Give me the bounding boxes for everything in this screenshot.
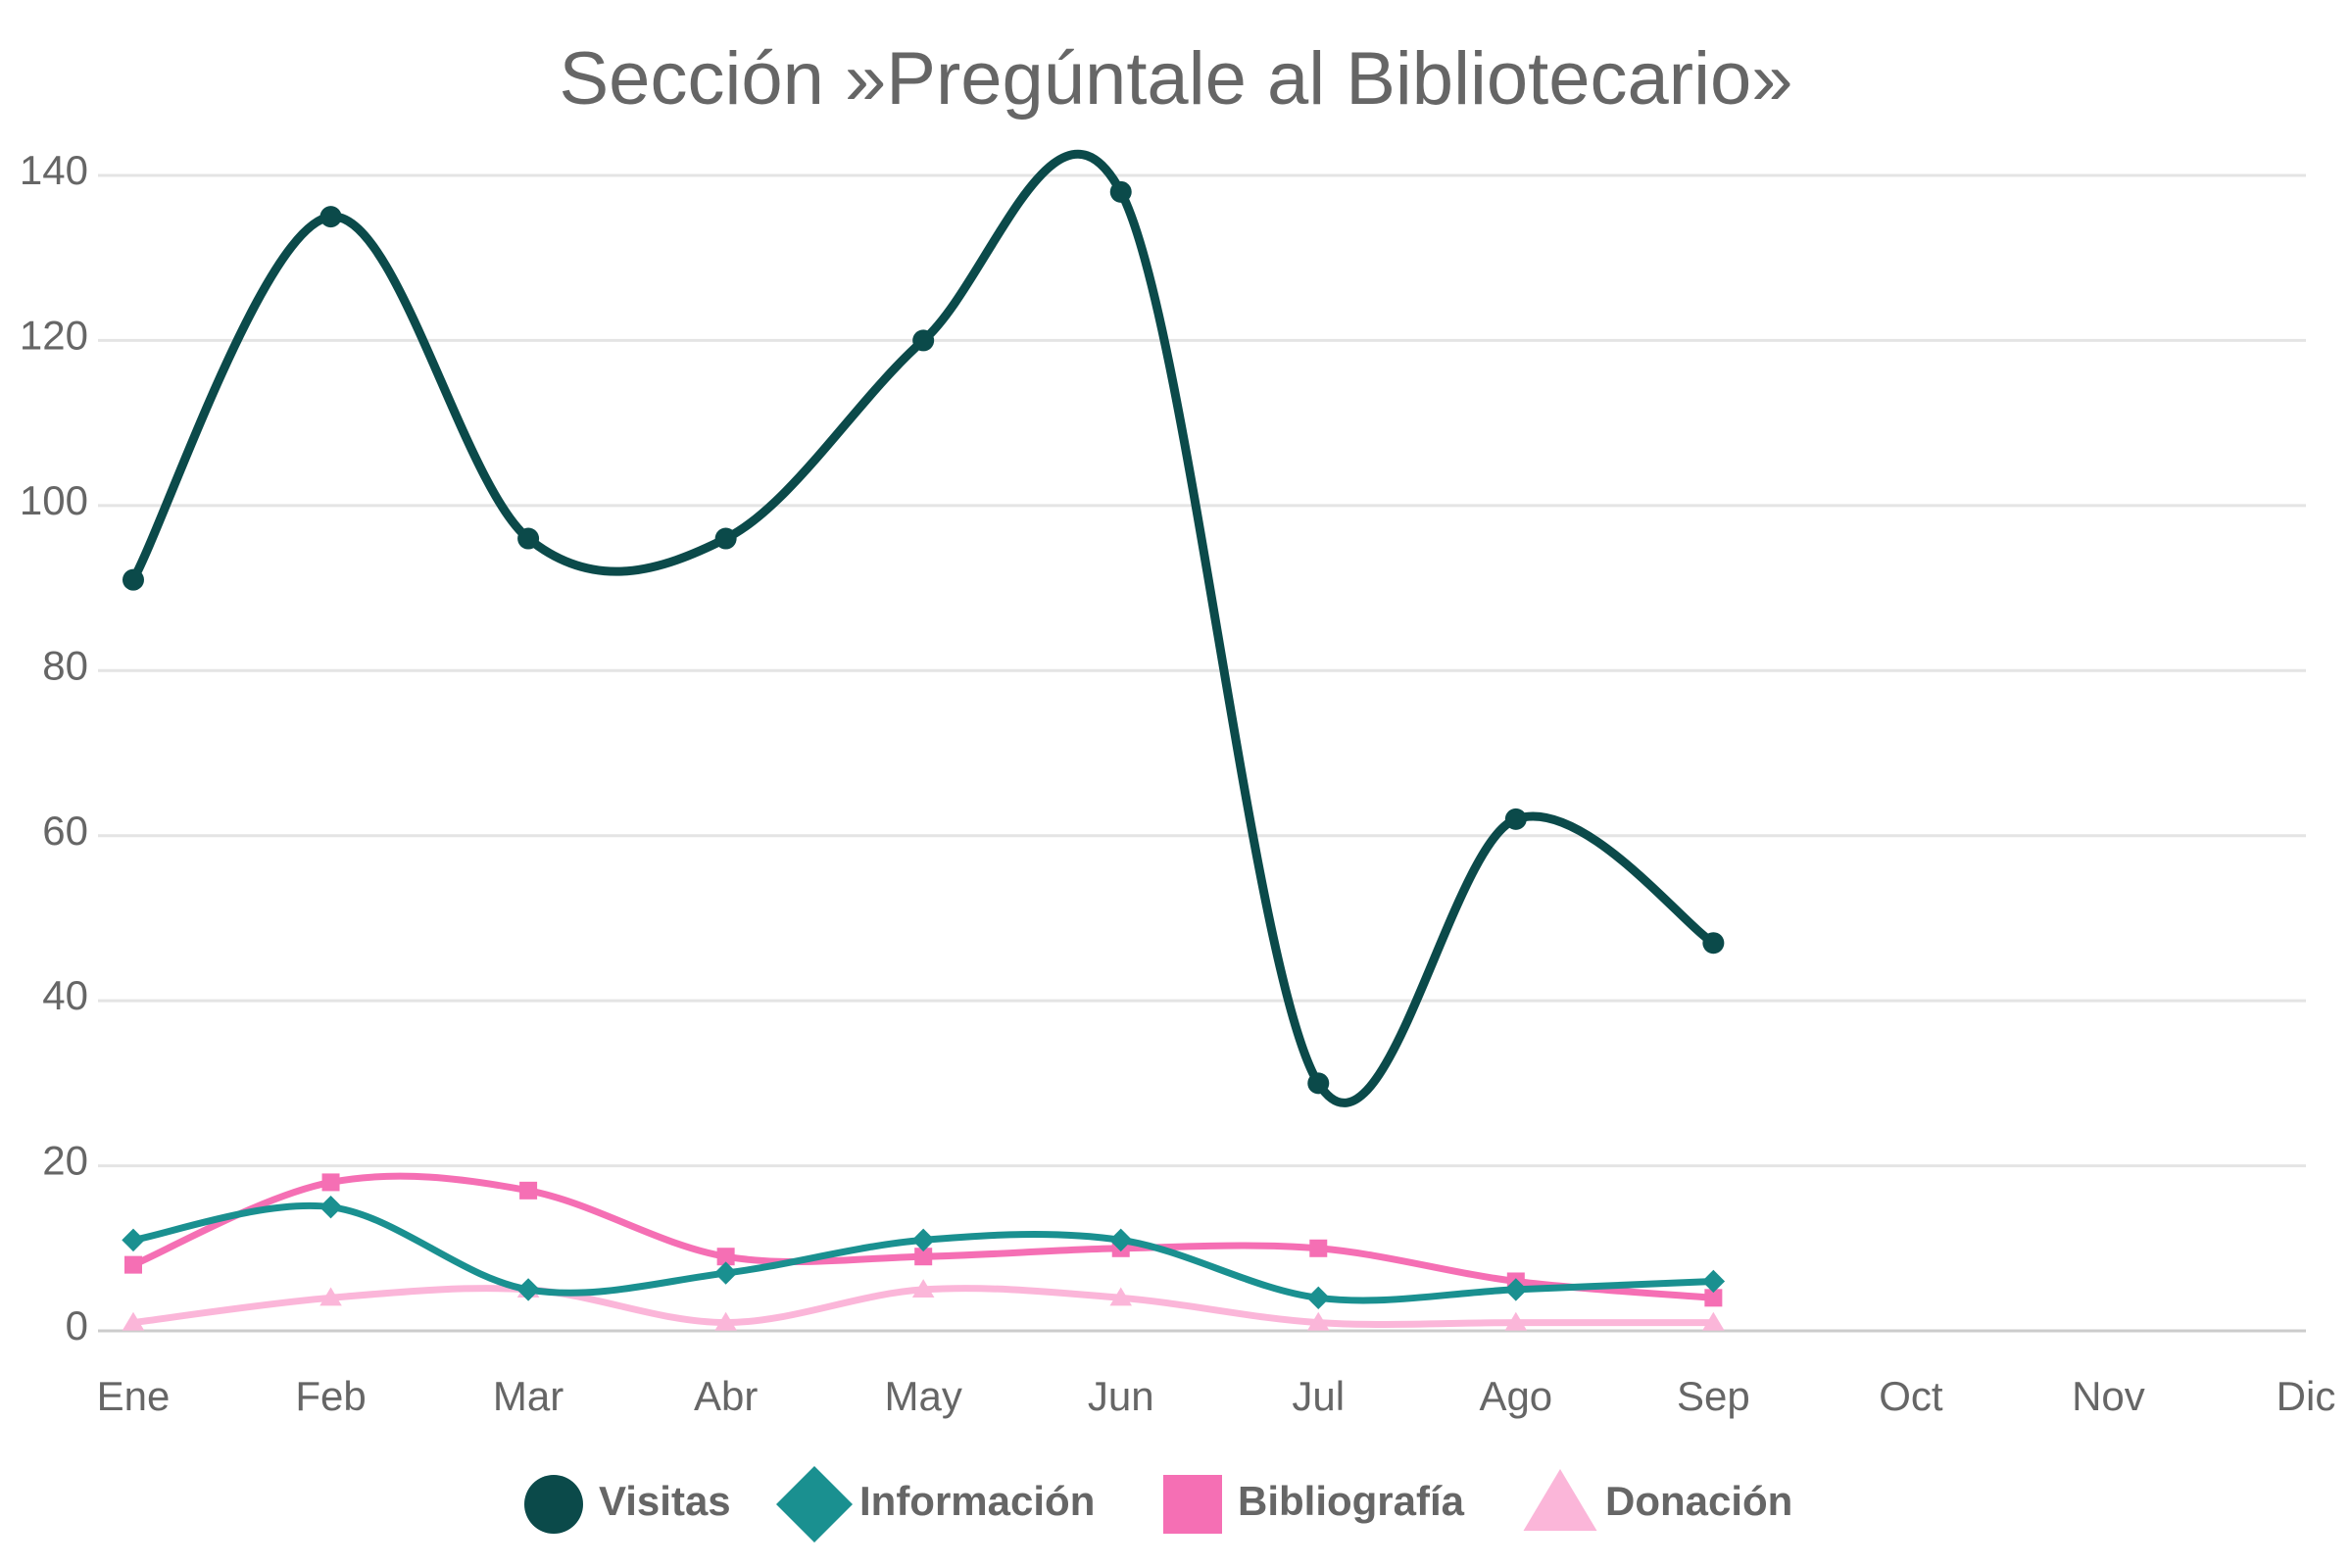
x-tick-label: Jul	[1292, 1373, 1345, 1419]
x-tick-label: Ago	[1479, 1373, 1552, 1419]
legend-label: Bibliografía	[1238, 1478, 1465, 1524]
data-point	[318, 1195, 343, 1219]
x-tick-label: Abr	[694, 1373, 758, 1419]
data-point	[1109, 1228, 1133, 1252]
legend-marker	[1163, 1475, 1222, 1534]
data-point	[319, 206, 342, 228]
data-point	[716, 1248, 735, 1266]
x-tick-label: Nov	[2072, 1373, 2145, 1419]
legend-label: Donación	[1605, 1478, 1792, 1524]
data-point	[319, 1287, 342, 1306]
data-point	[713, 1261, 738, 1285]
data-point	[1307, 1072, 1330, 1095]
x-tick-label: Jun	[1088, 1373, 1154, 1419]
x-tick-label: Oct	[1879, 1373, 1943, 1419]
legend-label: Visitas	[599, 1478, 731, 1524]
data-point	[122, 1311, 145, 1331]
data-point	[519, 1181, 538, 1200]
legend-label: Información	[859, 1478, 1095, 1524]
data-point	[912, 329, 935, 352]
data-point	[714, 1311, 737, 1331]
y-tick-label: 120	[20, 313, 88, 359]
data-point	[1704, 1289, 1723, 1307]
data-point	[911, 1279, 935, 1298]
data-point	[517, 527, 540, 550]
data-point	[122, 1228, 145, 1252]
y-tick-label: 60	[42, 808, 88, 854]
chart-title: Sección »Pregúntale al Bibliotecario»	[559, 37, 1792, 121]
x-tick-label: Dic	[2277, 1373, 2336, 1419]
data-point	[714, 527, 737, 550]
x-tick-label: Feb	[295, 1373, 366, 1419]
data-point	[1306, 1286, 1330, 1310]
data-point	[124, 1255, 142, 1274]
legend-marker	[776, 1466, 853, 1543]
data-point	[1701, 1269, 1726, 1294]
data-point	[1109, 1287, 1132, 1306]
data-point	[1504, 808, 1527, 830]
x-tick-label: Ene	[97, 1373, 171, 1419]
x-tick-label: Mar	[493, 1373, 564, 1419]
data-point	[911, 1228, 935, 1252]
y-tick-label: 80	[42, 642, 88, 688]
data-point	[1504, 1311, 1528, 1331]
x-tick-label: May	[885, 1373, 962, 1419]
data-point	[914, 1248, 933, 1266]
data-point	[1702, 1311, 1725, 1331]
data-point	[1109, 180, 1132, 203]
data-point	[321, 1173, 340, 1192]
data-point	[122, 568, 144, 591]
series-line	[128, 149, 1718, 1107]
y-tick-label: 20	[42, 1138, 88, 1184]
y-tick-label: 140	[20, 147, 88, 193]
data-point	[1504, 1278, 1528, 1301]
data-point	[1309, 1239, 1328, 1257]
data-point	[516, 1278, 540, 1301]
y-tick-label: 100	[20, 477, 88, 523]
x-tick-label: Sep	[1677, 1373, 1750, 1419]
y-tick-label: 40	[42, 972, 88, 1018]
y-tick-label: 0	[66, 1302, 88, 1348]
data-point	[1702, 932, 1725, 955]
legend-marker	[1523, 1469, 1597, 1531]
data-point	[1307, 1311, 1330, 1331]
legend-marker	[524, 1475, 583, 1534]
